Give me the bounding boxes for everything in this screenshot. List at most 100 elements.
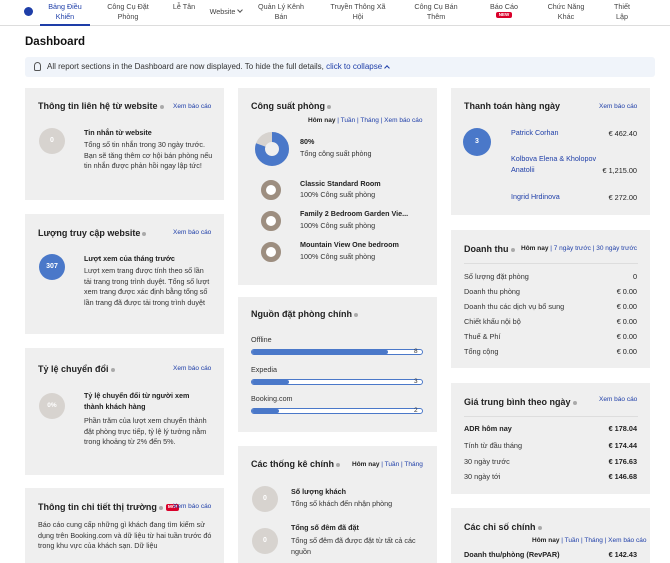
- top-navigation: Bảng Điều Khiển Công Cụ Đặt Phòng Lễ Tân…: [0, 0, 670, 26]
- collapse-link[interactable]: click to collapse: [326, 62, 391, 71]
- nav-item-front-desk[interactable]: Lễ Tân: [172, 2, 196, 11]
- revenue-row-label: Tổng cộng: [464, 347, 499, 356]
- source-bar-fill: [252, 409, 280, 413]
- section-description: Phần trăm của lượt xem chuyển thành đặt …: [84, 416, 207, 446]
- source-bar-fill: [252, 380, 290, 384]
- tab-week[interactable]: Tuần: [340, 117, 356, 124]
- stat-heading: Tổng số đêm đã đặt: [291, 523, 359, 532]
- nav-item-booking-engine[interactable]: Công Cụ Đặt Phòng: [107, 2, 149, 21]
- tab-month[interactable]: Tháng: [584, 537, 603, 544]
- source-bar: [251, 349, 423, 355]
- adr-row-label: 30 ngày tới: [464, 472, 501, 481]
- tab-30-days[interactable]: 30 ngày trước: [596, 245, 638, 252]
- revenue-row-value: € 0.00: [616, 302, 637, 311]
- occupancy-card: Công suất phòng Hôm nay | Tuần | Tháng |…: [238, 88, 437, 285]
- tab-month[interactable]: Tháng: [404, 461, 423, 468]
- card-title: Lượng truy cập website: [38, 228, 141, 238]
- payment-amount: € 1,215.00: [602, 166, 638, 175]
- website-messages-card: Thông tin liên hệ từ website Xem báo cáo…: [25, 88, 224, 200]
- tab-month[interactable]: Tháng: [360, 117, 379, 124]
- tab-today[interactable]: Hôm nay: [521, 245, 549, 252]
- count-badge: 3: [463, 128, 491, 156]
- room-name: Mountain View One bedroom: [300, 240, 399, 249]
- guest-link[interactable]: Ingrid Hrdinova: [511, 192, 560, 201]
- section-heading: Tin nhắn từ website: [84, 128, 152, 137]
- count-badge: 0: [252, 528, 278, 554]
- help-icon[interactable]: [510, 247, 515, 252]
- help-icon[interactable]: [327, 104, 331, 109]
- count-badge: 307: [39, 254, 65, 280]
- adr-row-value: € 174.44: [608, 441, 637, 450]
- stat-heading: Số lượng khách: [291, 487, 347, 496]
- payment-amount: € 272.00: [608, 193, 637, 202]
- adr-row-label: 30 ngày trước: [464, 457, 510, 466]
- guest-link[interactable]: Patrick Corhan: [511, 128, 559, 137]
- occupancy-donut: [255, 132, 289, 166]
- view-report-link[interactable]: Xem báo cáo: [599, 103, 638, 110]
- help-icon[interactable]: [110, 367, 115, 372]
- chevron-down-icon: [237, 7, 244, 13]
- source-bar: [251, 379, 423, 385]
- view-report-link[interactable]: Xem báo cáo: [173, 103, 212, 110]
- view-report-link[interactable]: Xem báo cáo: [173, 503, 212, 510]
- section-description: Tổng số tin nhắn trong 30 ngày trước. Bạ…: [84, 140, 213, 170]
- nav-item-website[interactable]: Website: [205, 7, 247, 17]
- logo-icon[interactable]: [24, 7, 33, 16]
- room-occupancy-icon: [261, 242, 281, 262]
- revenue-card: Doanh thu Hôm nay | 7 ngày trước | 30 ng…: [451, 230, 650, 368]
- card-title: Nguồn đặt phòng chính: [251, 309, 352, 319]
- card-title: Các thống kê chính: [251, 459, 335, 469]
- section-heading: Tỷ lệ chuyển đổi từ người xem thành khác…: [84, 391, 190, 411]
- help-icon[interactable]: [159, 104, 164, 109]
- info-banner: All report sections in the Dashboard are…: [25, 57, 655, 77]
- help-icon[interactable]: [353, 312, 358, 317]
- page-title: Dashboard: [25, 36, 86, 48]
- view-report-link[interactable]: Xem báo cáo: [608, 537, 647, 544]
- source-name: Offline: [251, 335, 272, 344]
- nav-item-more[interactable]: Chức Năng Khác: [547, 2, 585, 21]
- view-report-link[interactable]: Xem báo cáo: [384, 117, 423, 124]
- help-icon[interactable]: [572, 400, 577, 405]
- nav-item-settings[interactable]: Thiết Lập: [614, 2, 630, 21]
- source-name: Booking.com: [251, 394, 293, 403]
- revenue-row-value: € 0.00: [616, 287, 637, 296]
- view-report-link[interactable]: Xem báo cáo: [173, 229, 212, 236]
- help-icon[interactable]: [158, 505, 163, 510]
- room-name: Family 2 Bedroom Garden Vie...: [300, 209, 409, 218]
- adr-row-value: € 178.04: [608, 424, 637, 433]
- section-heading: Lượt xem của tháng trước: [84, 254, 175, 263]
- card-title: Công suất phòng: [251, 101, 325, 111]
- tab-today[interactable]: Hôm nay: [308, 117, 336, 124]
- conversion-rate-card: Tỷ lệ chuyển đổi Xem báo cáo 0% Tỷ lệ ch…: [25, 348, 224, 475]
- period-tabs: Hôm nay | Tuần | Tháng: [352, 461, 423, 468]
- tab-7-days[interactable]: 7 ngày trước: [553, 245, 591, 252]
- room-occupancy-icon: [261, 180, 281, 200]
- revenue-row-value: € 0.00: [616, 347, 637, 356]
- section-description: Lượt xem trang được tính theo số lần tải…: [84, 266, 210, 307]
- new-badge: MỚI: [165, 504, 180, 512]
- period-tabs: Hôm nay | Tuần | Tháng | Xem báo cáo: [308, 117, 423, 124]
- help-icon[interactable]: [537, 525, 542, 530]
- nav-item-channel-manager[interactable]: Quản Lý Kênh Bán: [258, 2, 304, 21]
- help-icon[interactable]: [142, 231, 147, 236]
- help-icon[interactable]: [336, 462, 341, 467]
- guest-link[interactable]: Kolbova Elena & Kholopov Anatolii: [511, 154, 597, 174]
- period-tabs: Hôm nay | 7 ngày trước | 30 ngày trước: [521, 245, 638, 252]
- nav-item-upsell[interactable]: Công Cụ Bán Thêm: [414, 2, 458, 21]
- view-report-link[interactable]: Xem báo cáo: [173, 365, 212, 372]
- nav-item-reports[interactable]: Báo Cáo NEW: [490, 2, 518, 18]
- tab-today[interactable]: Hôm nay: [532, 537, 560, 544]
- view-report-link[interactable]: Xem báo cáo: [599, 396, 638, 403]
- tab-today[interactable]: Hôm nay: [352, 461, 380, 468]
- average-daily-rate-card: Giá trung bình theo ngày Xem báo cáo ADR…: [451, 383, 650, 494]
- revenue-row-value: € 0.00: [616, 317, 637, 326]
- total-occupancy-label: Tổng công suất phòng: [300, 149, 372, 158]
- tab-week[interactable]: Tuần: [564, 537, 580, 544]
- tab-week[interactable]: Tuần: [384, 461, 400, 468]
- card-title: Thông tin chi tiết thị trường: [38, 502, 157, 512]
- divider: [464, 263, 638, 264]
- nav-item-social-media[interactable]: Truyền Thông Xã Hội: [330, 2, 386, 21]
- room-occupancy-icon: [261, 211, 281, 231]
- revenue-row-label: Doanh thu phòng: [464, 287, 520, 296]
- nav-item-dashboard[interactable]: Bảng Điều Khiển: [40, 2, 90, 26]
